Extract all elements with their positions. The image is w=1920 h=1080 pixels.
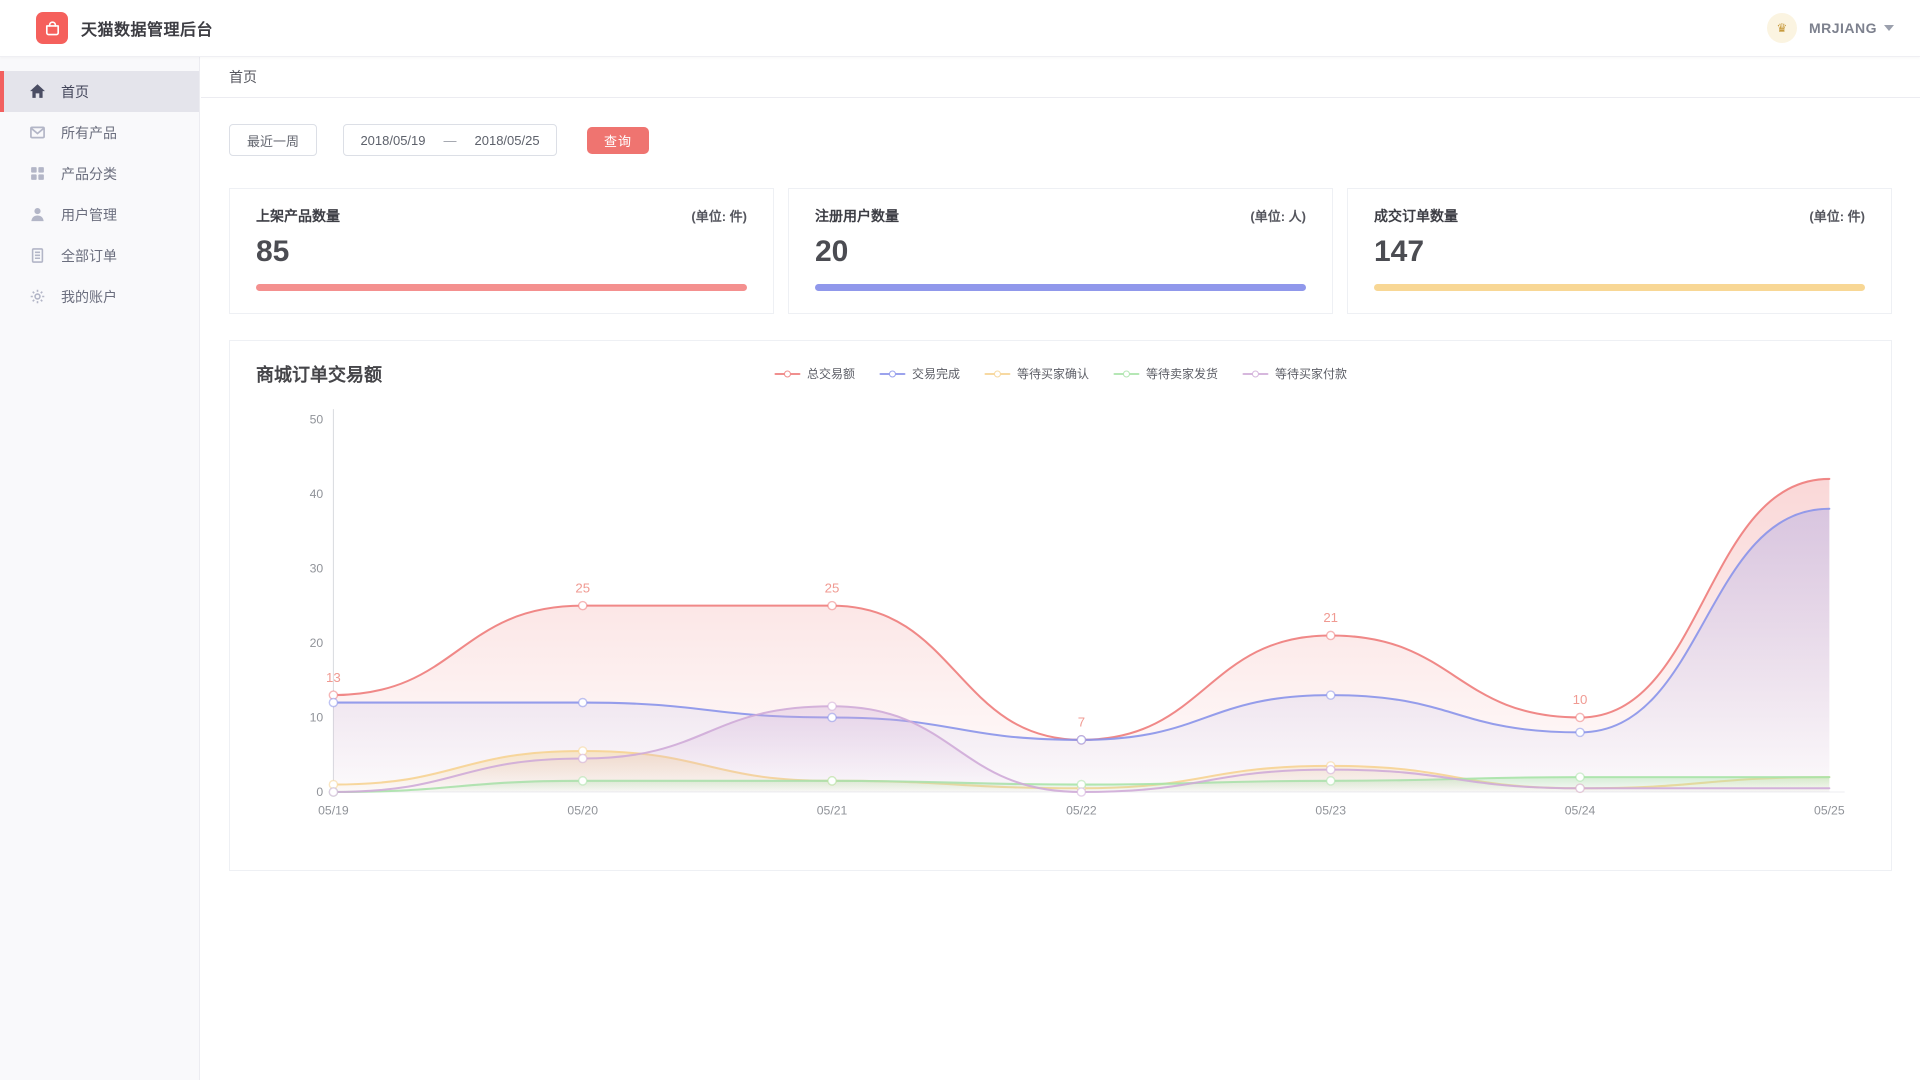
stat-card-closed-orders: 成交订单数量 (单位: 件) 147 bbox=[1347, 188, 1892, 314]
svg-text:10: 10 bbox=[1573, 692, 1588, 707]
svg-text:7: 7 bbox=[1078, 715, 1085, 730]
chart-plot-area: 0 10 20 30 40 50 05/19 05/20 05/21 05/22 05/23 05/2… bbox=[256, 403, 1865, 858]
date-range-input[interactable]: 2018/05/19 — 2018/05/25 bbox=[343, 124, 558, 156]
svg-text:0: 0 bbox=[316, 785, 323, 799]
stat-card-listed-products: 上架产品数量 (单位: 件) 85 bbox=[229, 188, 774, 314]
stat-bar bbox=[256, 284, 747, 291]
legend-item-交易完成[interactable]: 交易完成 bbox=[878, 365, 960, 382]
svg-text:21: 21 bbox=[1323, 610, 1338, 625]
legend-item-等待卖家发货[interactable]: 等待卖家发货 bbox=[1113, 365, 1218, 382]
stat-value: 85 bbox=[256, 235, 290, 268]
app-title: 天猫数据管理后台 bbox=[81, 22, 214, 39]
legend-label: 总交易额 bbox=[806, 367, 855, 381]
user-icon bbox=[29, 206, 46, 223]
home-icon bbox=[29, 83, 46, 100]
svg-text:05/25: 05/25 bbox=[1814, 803, 1845, 817]
stat-bar bbox=[1374, 284, 1865, 291]
date-separator: — bbox=[443, 132, 457, 148]
transactions-area-chart: 0 10 20 30 40 50 05/19 05/20 05/21 05/22 05/23 05/2… bbox=[310, 409, 1845, 817]
user-name: MRJIANG bbox=[1808, 20, 1877, 36]
svg-text:40: 40 bbox=[310, 487, 324, 501]
svg-text:20: 20 bbox=[310, 636, 324, 650]
legend-label: 交易完成 bbox=[911, 367, 960, 381]
sidebar-item-label: 所有产品 bbox=[61, 124, 117, 141]
date-end-value: 2018/05/25 bbox=[474, 132, 540, 148]
svg-text:05/21: 05/21 bbox=[817, 803, 848, 817]
stat-card-registered-users: 注册用户数量 (单位: 人) 20 bbox=[788, 188, 1333, 314]
chevron-down-icon bbox=[1884, 25, 1894, 31]
document-icon bbox=[29, 247, 46, 264]
svg-text:25: 25 bbox=[575, 580, 590, 595]
stat-label: 上架产品数量 bbox=[256, 208, 340, 224]
chart-title: 商城订单交易额 bbox=[256, 365, 382, 385]
app-header: 天猫数据管理后台 ♛ MRJIANG bbox=[0, 0, 1920, 57]
legend-item-等待买家确认[interactable]: 等待买家确认 bbox=[983, 365, 1090, 382]
legend-label: 等待买家付款 bbox=[1275, 367, 1348, 381]
sidebar-item-label: 产品分类 bbox=[61, 165, 117, 182]
sidebar-item-label: 首页 bbox=[61, 83, 89, 100]
legend-label: 等待卖家发货 bbox=[1146, 367, 1219, 381]
legend-marker-icon bbox=[878, 370, 905, 377]
sidebar-item-orders[interactable]: 全部订单 bbox=[0, 235, 199, 276]
user-avatar: ♛ bbox=[1766, 13, 1797, 43]
gear-icon bbox=[29, 288, 46, 305]
stat-label: 成交订单数量 bbox=[1374, 208, 1458, 224]
svg-text:05/20: 05/20 bbox=[567, 803, 598, 817]
svg-text:50: 50 bbox=[310, 412, 324, 426]
svg-text:30: 30 bbox=[310, 561, 324, 575]
svg-text:25: 25 bbox=[825, 580, 840, 595]
tmall-logo-icon bbox=[36, 12, 68, 44]
sidebar: 首页所有产品产品分类用户管理全部订单我的账户 bbox=[0, 57, 200, 1080]
sidebar-item-label: 用户管理 bbox=[61, 206, 117, 223]
date-start-value: 2018/05/19 bbox=[360, 132, 426, 148]
stat-unit: (单位: 人) bbox=[1250, 209, 1306, 224]
svg-text:05/19: 05/19 bbox=[318, 803, 349, 817]
stat-bar bbox=[815, 284, 1306, 291]
breadcrumb: 首页 bbox=[201, 57, 1920, 98]
legend-label: 等待买家确认 bbox=[1016, 367, 1090, 381]
legend-marker-icon bbox=[773, 370, 800, 377]
content-area: 首页 最近一周 2018/05/19 — 2018/05/25 查询 上架产品数… bbox=[201, 57, 1920, 1080]
stat-unit: (单位: 件) bbox=[691, 209, 747, 224]
sidebar-item-categories[interactable]: 产品分类 bbox=[0, 153, 199, 194]
legend-item-总交易额[interactable]: 总交易额 bbox=[773, 365, 855, 382]
sidebar-item-home[interactable]: 首页 bbox=[0, 71, 199, 112]
user-menu[interactable]: ♛ MRJIANG bbox=[1766, 13, 1894, 43]
sidebar-item-users[interactable]: 用户管理 bbox=[0, 194, 199, 235]
filter-row: 最近一周 2018/05/19 — 2018/05/25 查询 bbox=[229, 124, 1892, 156]
legend-marker-icon bbox=[1113, 370, 1140, 377]
quick-range-button[interactable]: 最近一周 bbox=[229, 124, 318, 156]
mail-icon bbox=[29, 124, 46, 141]
svg-text:13: 13 bbox=[326, 670, 341, 685]
svg-text:05/24: 05/24 bbox=[1565, 803, 1596, 817]
stat-label: 注册用户数量 bbox=[815, 208, 899, 224]
sidebar-item-label: 我的账户 bbox=[61, 288, 117, 305]
chart-legend: 总交易额 交易完成 等待买家确认 等待卖家发货 等待买家付款 bbox=[773, 365, 1347, 382]
legend-item-等待买家付款[interactable]: 等待买家付款 bbox=[1242, 365, 1347, 382]
svg-text:05/23: 05/23 bbox=[1315, 803, 1346, 817]
grid-icon bbox=[29, 165, 46, 182]
stat-value: 147 bbox=[1374, 235, 1425, 268]
stats-row: 上架产品数量 (单位: 件) 85 注册用户数量 (单位: 人) 20 成交订单数量 (单位:… bbox=[229, 188, 1892, 314]
breadcrumb-item-home: 首页 bbox=[229, 69, 257, 85]
legend-marker-icon bbox=[983, 370, 1010, 377]
stat-unit: (单位: 件) bbox=[1809, 209, 1865, 224]
sidebar-item-products[interactable]: 所有产品 bbox=[0, 112, 199, 153]
legend-marker-icon bbox=[1242, 370, 1269, 377]
sidebar-item-label: 全部订单 bbox=[61, 247, 117, 264]
svg-text:10: 10 bbox=[310, 711, 324, 725]
sidebar-item-account[interactable]: 我的账户 bbox=[0, 276, 199, 317]
search-button[interactable]: 查询 bbox=[587, 126, 650, 154]
stat-value: 20 bbox=[815, 235, 849, 268]
svg-text:05/22: 05/22 bbox=[1066, 803, 1097, 817]
chart-panel: 商城订单交易额 总交易额 交易完成 等待买家确认 等待卖家发货 等待买家付款 0 10 20… bbox=[229, 340, 1892, 872]
